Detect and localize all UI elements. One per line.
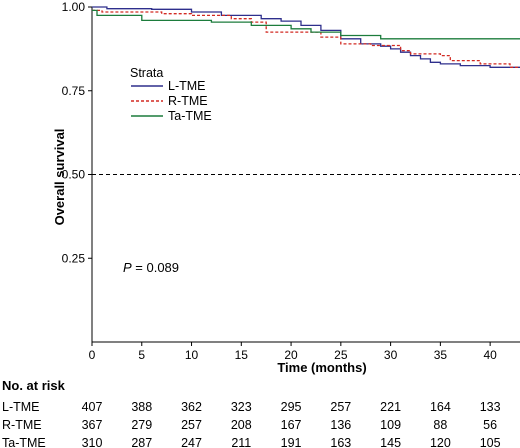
risk-count: 163 [330,436,351,448]
risk-count: 388 [131,400,152,414]
risk-count: 208 [231,418,252,432]
p-symbol: P [123,260,132,275]
risk-count: 279 [131,418,152,432]
risk-count: 145 [380,436,401,448]
risk-count: 164 [430,400,451,414]
risk-count: 362 [181,400,202,414]
x-tick-label: 25 [334,348,348,362]
risk-count: 407 [82,400,103,414]
risk-count: 105 [480,436,501,448]
survival-curves [92,6,520,68]
risk-count: 287 [131,436,152,448]
x-tick-label: 15 [235,348,249,362]
x-axis-title: Time (months) [277,360,366,375]
risk-count: 310 [82,436,103,448]
y-tick-label: 1.00 [62,0,86,14]
legend-label: R-TME [168,94,208,108]
survival-curve-r-tme [92,9,520,68]
y-tick-label: 0.25 [62,251,86,265]
legend-label: L-TME [168,79,206,93]
survival-curve-ta-tme [92,9,520,40]
risk-count: 56 [483,418,497,432]
risk-count: 211 [231,436,251,448]
p-value-annotation: P = 0.089 [123,260,179,275]
risk-count: 221 [380,400,401,414]
risk-row-label: R-TME [2,418,42,432]
y-axis-title: Overall survival [52,129,67,226]
risk-table-rows: L-TME 407 388 362 323 295 257 221 164 133 R-TME 367… [2,400,501,448]
x-tick-label: 5 [138,348,145,362]
risk-count: 257 [181,418,202,432]
y-tick-label: 0.50 [62,168,86,182]
risk-table: No. at risk L-TME 407 388 362 323 295 257 221 16… [2,378,501,448]
risk-count: 323 [231,400,252,414]
risk-table-title: No. at risk [2,378,66,393]
risk-count: 136 [330,418,351,432]
risk-count: 257 [330,400,351,414]
risk-count: 167 [281,418,302,432]
risk-count: 120 [430,436,451,448]
p-value-text: = 0.089 [132,260,179,275]
risk-count: 191 [281,436,302,448]
risk-row-label: L-TME [2,400,40,414]
y-tick-label: 0.75 [62,84,86,98]
x-tick-label: 10 [185,348,199,362]
risk-count: 133 [480,400,501,414]
x-axis-ticks: 0 5 10 15 20 25 30 35 40 [89,342,497,362]
x-tick-label: 30 [384,348,398,362]
risk-row-label: Ta-TME [2,436,46,448]
legend-title: Strata [130,66,163,80]
risk-count: 109 [380,418,401,432]
plot-area: 0.25 0.50 0.75 1.00 0 5 10 15 20 25 30 35 40 [62,0,520,362]
x-tick-label: 20 [284,348,298,362]
x-tick-label: 40 [483,348,497,362]
risk-count: 88 [433,418,447,432]
x-tick-label: 35 [434,348,448,362]
y-axis-ticks: 0.25 0.50 0.75 1.00 [62,0,92,265]
x-tick-label: 0 [89,348,96,362]
survival-curve-l-tme [92,6,520,68]
risk-count: 295 [281,400,302,414]
legend-label: Ta-TME [168,109,212,123]
risk-count: 367 [82,418,103,432]
risk-count: 247 [181,436,202,448]
